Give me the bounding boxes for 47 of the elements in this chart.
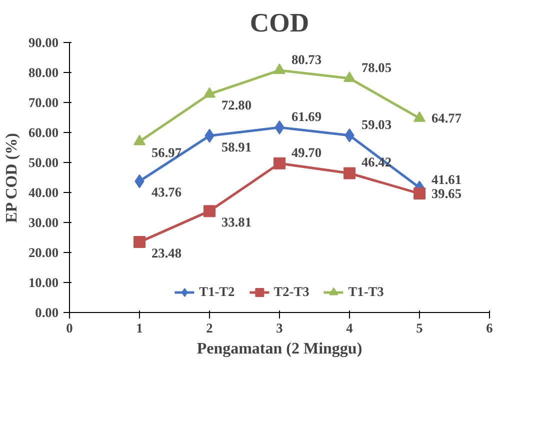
y-tick-label: 40.00 [28,185,59,200]
point [344,167,356,180]
point [134,236,146,248]
x-tick-label: 1 [136,320,143,336]
point [274,157,286,170]
x-tick-label: 0 [66,320,74,336]
point [274,63,286,74]
data-label: 61.69 [292,108,322,124]
y-tick-label: 70.00 [28,95,59,110]
data-label: 41.61 [432,172,462,188]
data-label: 39.65 [432,186,462,202]
data-label: 64.77 [432,110,462,126]
x-tick-label: 2 [206,320,214,336]
point [204,87,216,98]
y-tick-label: 90.00 [28,35,59,50]
data-label: 58.91 [222,139,252,154]
point [204,205,216,218]
y-tick-label: 30.00 [28,215,59,230]
data-label: 33.81 [222,214,252,230]
legend-label: T1-T3 [348,284,384,300]
x-axis-title: Pengamatan (2 Minggu) [196,340,362,358]
data-label: 59.03 [362,116,392,132]
y-tick-label: 10.00 [28,275,59,290]
data-label: 78.05 [362,60,392,75]
data-label: 80.73 [292,52,322,67]
y-tick-label: 60.00 [28,125,59,140]
point [344,72,356,82]
y-tick-label: 0.00 [35,305,59,320]
legend-label: T2-T3 [274,284,310,300]
data-label: 56.97 [152,145,182,160]
point [414,188,426,200]
data-label: 49.70 [292,144,322,160]
y-tick-label: 80.00 [28,65,59,80]
x-tick-label: 3 [276,320,284,336]
data-label: 23.48 [152,246,182,261]
y-tick-label: 20.00 [28,245,59,260]
x-tick-label: 6 [486,320,494,336]
x-tick-label: 5 [416,320,424,336]
x-tick-label: 4 [346,320,354,336]
data-label: 43.76 [152,184,182,200]
legend-label: T1-T2 [199,284,235,300]
y-tick-label: 50.00 [28,155,59,170]
y-axis-title: EP COD (%) [4,133,21,223]
data-label: 72.80 [222,98,252,113]
point [134,134,146,146]
point [414,111,426,122]
chart-title: COD [250,8,310,38]
